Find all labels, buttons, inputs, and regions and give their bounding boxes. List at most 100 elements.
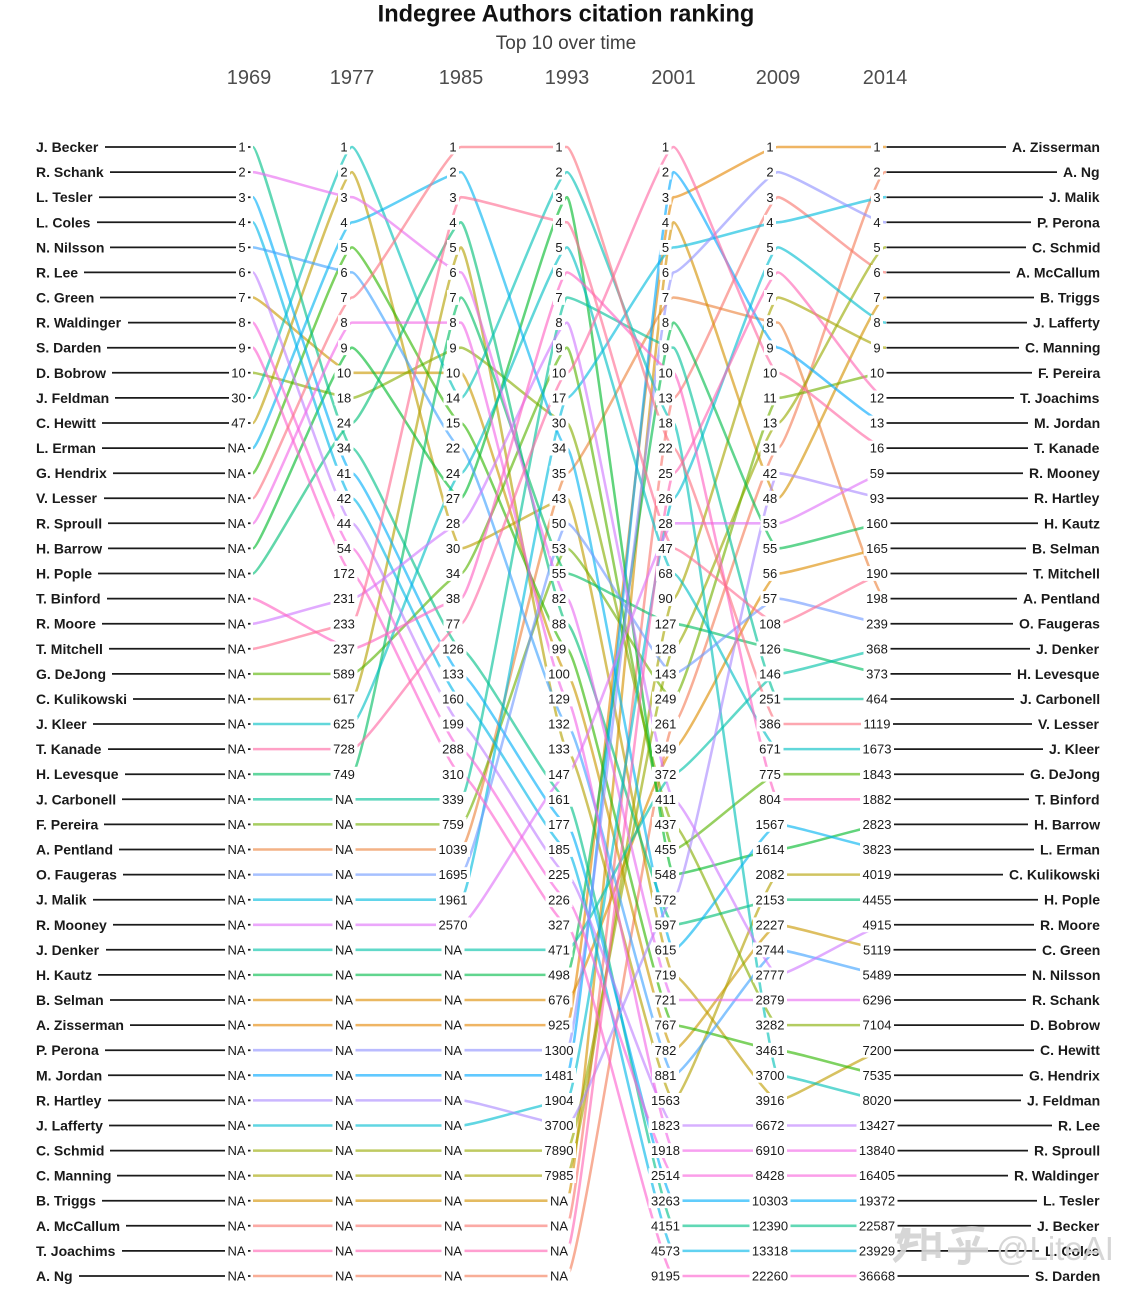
svg-text:1843: 1843 bbox=[863, 767, 892, 782]
svg-text:3461: 3461 bbox=[756, 1043, 785, 1058]
svg-text:881: 881 bbox=[655, 1068, 677, 1083]
svg-text:1481: 1481 bbox=[545, 1068, 574, 1083]
svg-text:NA: NA bbox=[335, 1043, 353, 1058]
svg-text:7: 7 bbox=[662, 290, 669, 305]
svg-text:8: 8 bbox=[555, 315, 562, 330]
svg-text:J. Carbonell: J. Carbonell bbox=[1020, 691, 1100, 707]
svg-text:C. Kulikowski: C. Kulikowski bbox=[36, 691, 127, 707]
svg-text:54: 54 bbox=[337, 541, 351, 556]
svg-text:16405: 16405 bbox=[859, 1168, 895, 1183]
svg-text:172: 172 bbox=[333, 566, 355, 581]
svg-text:7: 7 bbox=[766, 290, 773, 305]
svg-text:4: 4 bbox=[449, 215, 456, 230]
svg-text:NA: NA bbox=[335, 1244, 353, 1259]
svg-text:NA: NA bbox=[227, 466, 245, 481]
svg-text:572: 572 bbox=[655, 892, 677, 907]
svg-text:NA: NA bbox=[227, 566, 245, 581]
svg-text:190: 190 bbox=[866, 566, 888, 581]
svg-text:3263: 3263 bbox=[651, 1193, 680, 1208]
svg-text:30: 30 bbox=[552, 416, 566, 431]
svg-text:NA: NA bbox=[550, 1269, 568, 1284]
svg-text:NA: NA bbox=[444, 993, 462, 1008]
svg-text:C. Hewitt: C. Hewitt bbox=[1040, 1042, 1100, 1058]
svg-text:L. Coles: L. Coles bbox=[36, 214, 91, 230]
svg-text:NA: NA bbox=[335, 1168, 353, 1183]
svg-text:411: 411 bbox=[655, 792, 676, 807]
svg-text:2082: 2082 bbox=[756, 867, 785, 882]
svg-text:NA: NA bbox=[550, 1193, 568, 1208]
svg-text:13: 13 bbox=[658, 391, 672, 406]
svg-text:NA: NA bbox=[335, 1018, 353, 1033]
svg-text:G. DeJong: G. DeJong bbox=[36, 666, 106, 682]
svg-text:126: 126 bbox=[442, 641, 464, 656]
svg-text:R. Lee: R. Lee bbox=[1058, 1118, 1100, 1134]
svg-text:437: 437 bbox=[655, 817, 677, 832]
svg-text:35: 35 bbox=[552, 466, 566, 481]
svg-text:J. Lafferty: J. Lafferty bbox=[1033, 315, 1100, 331]
svg-text:L. Erman: L. Erman bbox=[1040, 842, 1100, 858]
svg-text:NA: NA bbox=[227, 742, 245, 757]
svg-text:NA: NA bbox=[227, 1244, 245, 1259]
svg-text:NA: NA bbox=[227, 1043, 245, 1058]
svg-text:NA: NA bbox=[227, 667, 245, 682]
svg-text:57: 57 bbox=[763, 591, 777, 606]
svg-text:68: 68 bbox=[658, 566, 672, 581]
svg-text:34: 34 bbox=[337, 441, 351, 456]
svg-text:146: 146 bbox=[759, 667, 781, 682]
svg-text:128: 128 bbox=[655, 641, 677, 656]
svg-text:310: 310 bbox=[442, 767, 464, 782]
svg-text:3: 3 bbox=[555, 190, 562, 205]
svg-text:1: 1 bbox=[555, 140, 562, 155]
svg-text:A. Zisserman: A. Zisserman bbox=[1012, 139, 1100, 155]
svg-text:3916: 3916 bbox=[756, 1093, 785, 1108]
svg-text:1: 1 bbox=[873, 140, 880, 155]
svg-text:1: 1 bbox=[449, 140, 456, 155]
svg-text:O. Faugeras: O. Faugeras bbox=[1019, 616, 1100, 632]
svg-text:185: 185 bbox=[548, 842, 570, 857]
svg-text:386: 386 bbox=[759, 717, 781, 732]
svg-text:239: 239 bbox=[866, 616, 888, 631]
svg-text:8: 8 bbox=[662, 315, 669, 330]
svg-text:8020: 8020 bbox=[863, 1093, 892, 1108]
svg-text:349: 349 bbox=[655, 742, 677, 757]
svg-text:V. Lesser: V. Lesser bbox=[36, 490, 98, 506]
svg-text:1614: 1614 bbox=[756, 842, 785, 857]
svg-text:34: 34 bbox=[446, 566, 460, 581]
svg-text:A. Ng: A. Ng bbox=[36, 1268, 73, 1284]
svg-text:27: 27 bbox=[446, 491, 460, 506]
svg-text:H. Barrow: H. Barrow bbox=[36, 540, 102, 556]
svg-text:28: 28 bbox=[446, 516, 460, 531]
svg-text:J. Denker: J. Denker bbox=[1036, 641, 1100, 657]
svg-text:4: 4 bbox=[238, 215, 245, 230]
svg-text:NA: NA bbox=[227, 641, 245, 656]
svg-text:NA: NA bbox=[227, 817, 245, 832]
svg-text:NA: NA bbox=[227, 892, 245, 907]
svg-text:G. Hendrix: G. Hendrix bbox=[1029, 1067, 1100, 1083]
svg-text:231: 231 bbox=[333, 591, 355, 606]
svg-text:M. Jordan: M. Jordan bbox=[36, 1067, 102, 1083]
svg-text:10: 10 bbox=[870, 365, 884, 380]
svg-text:464: 464 bbox=[866, 692, 888, 707]
svg-text:237: 237 bbox=[333, 641, 355, 656]
svg-text:NA: NA bbox=[227, 1143, 245, 1158]
svg-text:1300: 1300 bbox=[545, 1043, 574, 1058]
svg-text:6: 6 bbox=[449, 265, 456, 280]
svg-text:55: 55 bbox=[552, 566, 566, 581]
svg-text:R. Lee: R. Lee bbox=[36, 264, 78, 280]
svg-text:R. Moore: R. Moore bbox=[36, 616, 96, 632]
svg-text:C. Schmid: C. Schmid bbox=[1032, 239, 1100, 255]
svg-text:4915: 4915 bbox=[863, 917, 892, 932]
svg-text:249: 249 bbox=[655, 692, 677, 707]
svg-text:NA: NA bbox=[227, 1269, 245, 1284]
svg-text:5119: 5119 bbox=[863, 942, 891, 957]
svg-text:NA: NA bbox=[227, 1168, 245, 1183]
svg-text:C. Hewitt: C. Hewitt bbox=[36, 415, 96, 431]
svg-text:50: 50 bbox=[552, 516, 566, 531]
svg-text:471: 471 bbox=[548, 942, 570, 957]
svg-text:2879: 2879 bbox=[756, 993, 785, 1008]
svg-text:53: 53 bbox=[763, 516, 777, 531]
svg-text:NA: NA bbox=[335, 1143, 353, 1158]
svg-text:108: 108 bbox=[759, 616, 781, 631]
svg-text:48: 48 bbox=[763, 491, 777, 506]
svg-text:22: 22 bbox=[446, 441, 460, 456]
